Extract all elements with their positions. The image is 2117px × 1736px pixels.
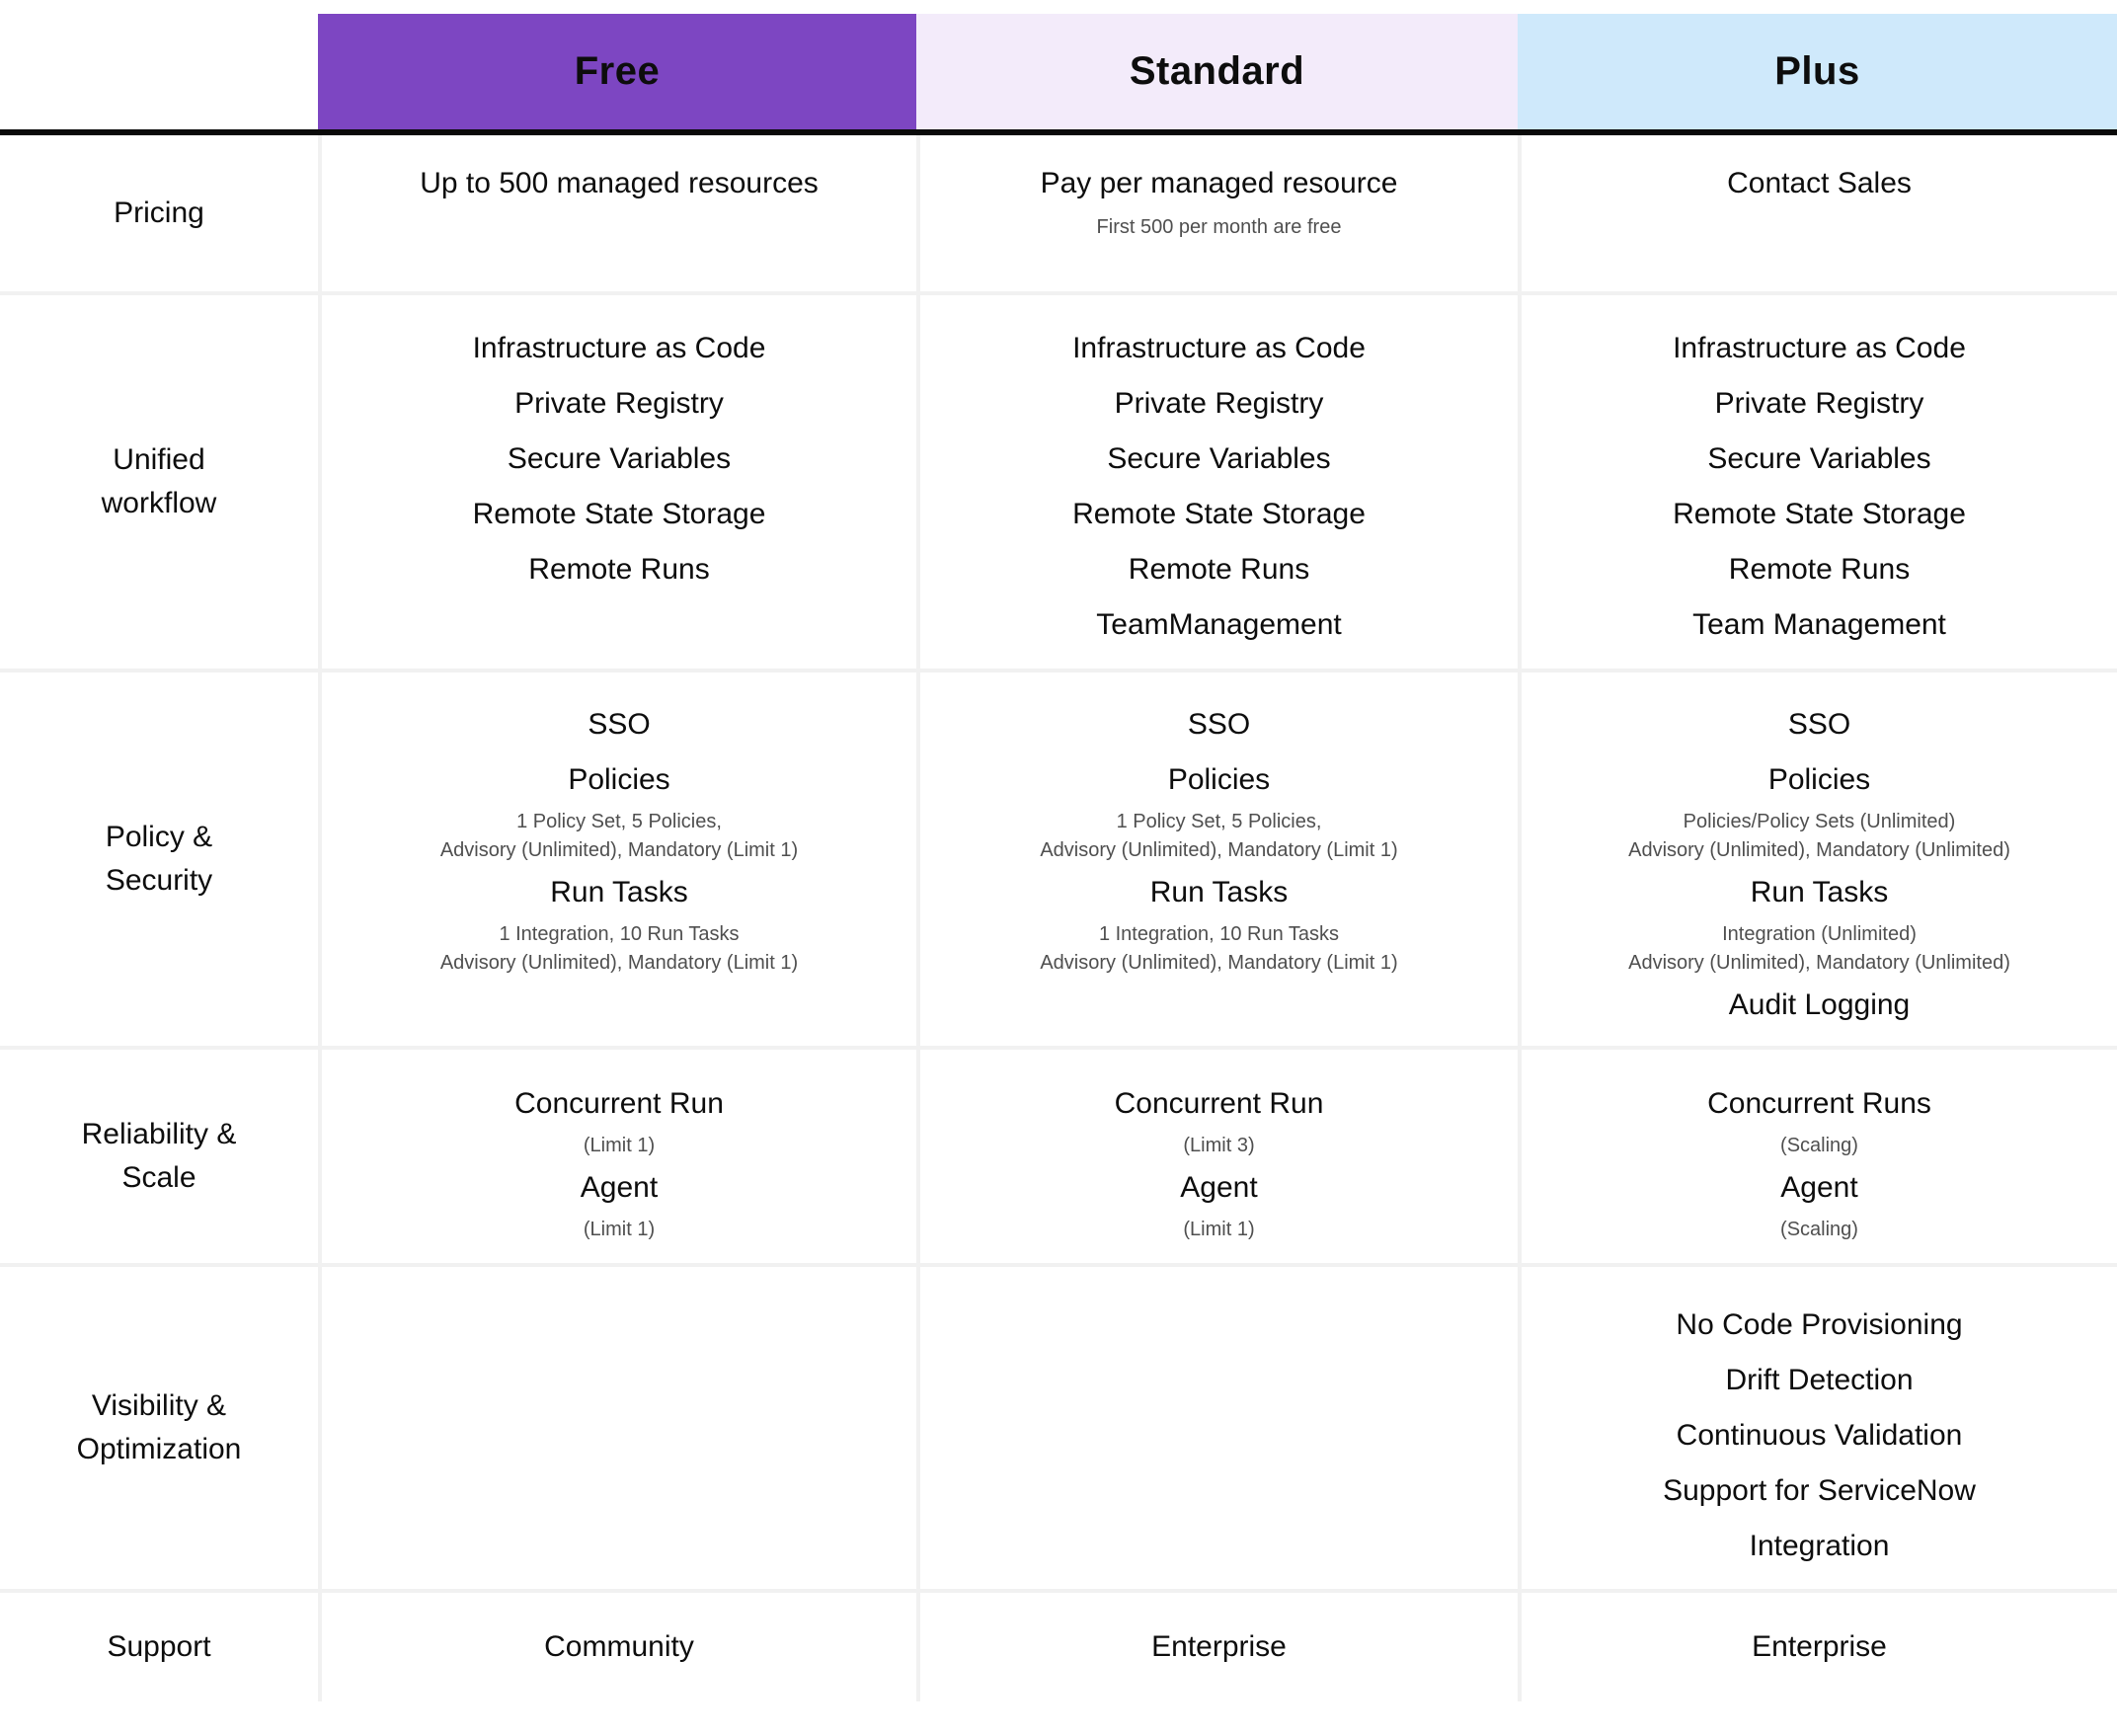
row-label-reliability-scale: Reliability & Scale bbox=[0, 1050, 318, 1267]
feature-item: SSO bbox=[1787, 708, 1851, 741]
column-header-standard: Standard bbox=[916, 14, 1518, 129]
cell-unified-workflow-standard: Infrastructure as Code Private Registry … bbox=[916, 295, 1518, 672]
feature-note: Advisory (Unlimited), Mandatory (Unlimit… bbox=[1628, 952, 2010, 974]
feature-note: Integration (Unlimited) bbox=[1722, 923, 1917, 945]
pricing-standard-note: First 500 per month are free bbox=[1096, 216, 1342, 238]
cell-pricing-standard: Pay per managed resource First 500 per m… bbox=[916, 135, 1518, 295]
cell-policy-security-standard: SSO Policies 1 Policy Set, 5 Policies, A… bbox=[916, 672, 1518, 1050]
feature-item: Remote Runs bbox=[1128, 553, 1310, 586]
feature-note: 1 Policy Set, 5 Policies, bbox=[1116, 811, 1322, 832]
cell-support-free: Community bbox=[318, 1593, 916, 1701]
feature-item: Infrastructure as Code bbox=[1072, 332, 1366, 364]
feature-item: Concurrent Runs bbox=[1707, 1087, 1931, 1120]
feature-item: Secure Variables bbox=[507, 442, 732, 475]
column-header-free: Free bbox=[318, 14, 916, 129]
feature-item: Remote State Storage bbox=[472, 498, 766, 530]
column-header-plus: Plus bbox=[1518, 14, 2117, 129]
cell-support-plus: Enterprise bbox=[1518, 1593, 2117, 1701]
feature-item: Run Tasks bbox=[550, 876, 688, 908]
feature-item: Remote Runs bbox=[1728, 553, 1911, 586]
feature-item: Remote State Storage bbox=[1673, 498, 1966, 530]
cell-pricing-plus: Contact Sales bbox=[1518, 135, 2117, 295]
corner-header-cell bbox=[0, 14, 318, 129]
feature-note: 1 Policy Set, 5 Policies, bbox=[516, 811, 722, 832]
feature-item: TeamManagement bbox=[1096, 608, 1342, 641]
feature-item: SSO bbox=[588, 708, 651, 741]
row-label-unified-workflow: Unified workflow bbox=[0, 295, 318, 672]
feature-item: Continuous Validation bbox=[1676, 1419, 1963, 1452]
feature-item: Infrastructure as Code bbox=[1673, 332, 1966, 364]
feature-item: Team Management bbox=[1692, 608, 1946, 641]
feature-item: Support for ServiceNow Integration bbox=[1663, 1474, 1985, 1562]
feature-item: Audit Logging bbox=[1728, 988, 1911, 1021]
feature-item: Private Registry bbox=[1714, 387, 1924, 420]
feature-item: Infrastructure as Code bbox=[472, 332, 766, 364]
feature-note: Advisory (Unlimited), Mandatory (Limit 1… bbox=[439, 952, 799, 974]
feature-item: Remote State Storage bbox=[1072, 498, 1366, 530]
pricing-standard-text: Pay per managed resource bbox=[1040, 167, 1398, 199]
header-divider-bar bbox=[0, 129, 2117, 135]
pricing-plus-text: Contact Sales bbox=[1727, 167, 1912, 199]
feature-item: Agent bbox=[580, 1171, 659, 1204]
support-free-text: Community bbox=[544, 1630, 694, 1663]
feature-item: Concurrent Run bbox=[514, 1087, 724, 1120]
cell-reliability-scale-free: Concurrent Run (Limit 1) Agent (Limit 1) bbox=[318, 1050, 916, 1267]
feature-item: Policies bbox=[1167, 763, 1271, 796]
row-label-policy-security: Policy & Security bbox=[0, 672, 318, 1050]
support-standard-text: Enterprise bbox=[1151, 1630, 1287, 1663]
cell-support-standard: Enterprise bbox=[916, 1593, 1518, 1701]
feature-note: 1 Integration, 10 Run Tasks bbox=[499, 923, 740, 945]
cell-visibility-optimization-standard bbox=[916, 1267, 1518, 1593]
feature-item: SSO bbox=[1187, 708, 1251, 741]
feature-item: Policies bbox=[1767, 763, 1871, 796]
feature-item: Agent bbox=[1180, 1171, 1258, 1204]
feature-note: Advisory (Unlimited), Mandatory (Limit 1… bbox=[1040, 839, 1398, 861]
row-label-support: Support bbox=[107, 1630, 211, 1663]
feature-item: Concurrent Run bbox=[1114, 1087, 1324, 1120]
feature-item: No Code Provisioning bbox=[1676, 1308, 1963, 1341]
feature-note: Advisory (Unlimited), Mandatory (Limit 1… bbox=[439, 839, 799, 861]
feature-note: (Limit 1) bbox=[1183, 1219, 1255, 1240]
cell-pricing-free: Up to 500 managed resources bbox=[318, 135, 916, 295]
feature-note: (Limit 1) bbox=[583, 1219, 656, 1240]
feature-item: Agent bbox=[1780, 1171, 1858, 1204]
cell-policy-security-plus: SSO Policies Policies/Policy Sets (Unlim… bbox=[1518, 672, 2117, 1050]
feature-note: (Scaling) bbox=[1780, 1219, 1858, 1240]
feature-note: (Scaling) bbox=[1780, 1135, 1858, 1156]
feature-item: Remote Runs bbox=[528, 553, 710, 586]
cell-unified-workflow-free: Infrastructure as Code Private Registry … bbox=[318, 295, 916, 672]
feature-item: Policies bbox=[568, 763, 670, 796]
feature-item: Run Tasks bbox=[1750, 876, 1889, 908]
feature-note: (Limit 3) bbox=[1183, 1135, 1255, 1156]
feature-note: 1 Integration, 10 Run Tasks bbox=[1098, 923, 1340, 945]
row-label-pricing: Pricing bbox=[0, 135, 318, 295]
feature-note: Advisory (Unlimited), Mandatory (Unlimit… bbox=[1628, 839, 2010, 861]
support-plus-text: Enterprise bbox=[1752, 1630, 1887, 1663]
cell-visibility-optimization-free bbox=[318, 1267, 916, 1593]
feature-item: Private Registry bbox=[514, 387, 724, 420]
feature-item: Secure Variables bbox=[1107, 442, 1331, 475]
feature-item: Secure Variables bbox=[1707, 442, 1931, 475]
pricing-free-text: Up to 500 managed resources bbox=[420, 167, 819, 199]
cell-policy-security-free: SSO Policies 1 Policy Set, 5 Policies, A… bbox=[318, 672, 916, 1050]
cell-reliability-scale-plus: Concurrent Runs (Scaling) Agent (Scaling… bbox=[1518, 1050, 2117, 1267]
feature-item: Run Tasks bbox=[1149, 876, 1289, 908]
cell-reliability-scale-standard: Concurrent Run (Limit 3) Agent (Limit 1) bbox=[916, 1050, 1518, 1267]
row-label-visibility-optimization: Visibility & Optimization bbox=[0, 1267, 318, 1593]
feature-note: (Limit 1) bbox=[583, 1135, 656, 1156]
feature-note: Policies/Policy Sets (Unlimited) bbox=[1683, 811, 1956, 832]
feature-note: Advisory (Unlimited), Mandatory (Limit 1… bbox=[1040, 952, 1398, 974]
pricing-comparison-table: Free Standard Plus Pricing Up to 500 man… bbox=[0, 14, 2117, 1701]
cell-visibility-optimization-plus: No Code Provisioning Drift Detection Con… bbox=[1518, 1267, 2117, 1593]
feature-item: Drift Detection bbox=[1725, 1364, 1914, 1396]
cell-unified-workflow-plus: Infrastructure as Code Private Registry … bbox=[1518, 295, 2117, 672]
feature-item: Private Registry bbox=[1114, 387, 1324, 420]
